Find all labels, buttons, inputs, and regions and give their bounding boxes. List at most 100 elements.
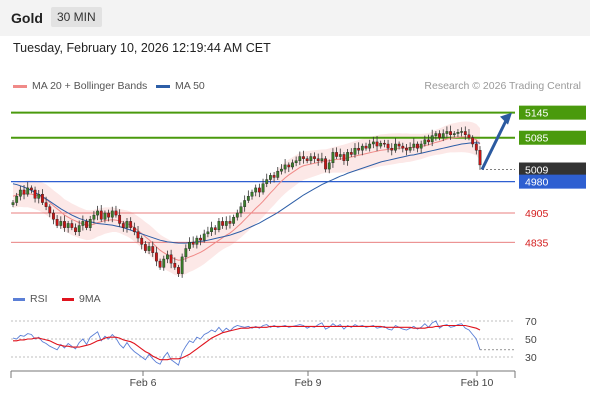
- candle: [441, 133, 445, 138]
- candle: [423, 139, 427, 145]
- candle: [320, 158, 324, 161]
- candle: [96, 210, 99, 216]
- candle: [298, 156, 302, 161]
- candle: [217, 221, 221, 230]
- credit-text: Research © 2026 Trading Central: [424, 80, 581, 92]
- candle: [397, 143, 401, 147]
- candle: [353, 147, 357, 155]
- candle: [52, 212, 55, 220]
- rsi-tick-70: 70: [525, 316, 537, 328]
- candle: [188, 242, 191, 249]
- candle: [305, 158, 309, 161]
- level-tag-5085: [519, 130, 586, 145]
- candle: [74, 227, 77, 233]
- candle: [283, 164, 287, 170]
- candle: [147, 246, 151, 251]
- level-label-5009: 5009: [525, 165, 549, 177]
- level-label-5085: 5085: [525, 133, 549, 145]
- candle: [375, 141, 379, 147]
- candle: [129, 221, 133, 228]
- candle: [364, 145, 368, 149]
- candle: [235, 212, 239, 218]
- candle: [430, 135, 434, 143]
- candle: [81, 221, 85, 226]
- candle: [99, 210, 103, 220]
- candle: [349, 152, 353, 155]
- legend-rsi: RSI: [13, 293, 48, 305]
- candle: [416, 143, 419, 149]
- candle: [33, 189, 37, 199]
- candle: [114, 210, 118, 216]
- legend-9ma: 9MA: [62, 293, 101, 305]
- ma50-swatch-icon: [156, 84, 170, 88]
- candle: [158, 260, 162, 268]
- level-label-4905: 4905: [525, 208, 549, 220]
- candle: [324, 158, 327, 170]
- candle: [77, 225, 81, 233]
- candle: [173, 262, 177, 268]
- candle: [257, 187, 261, 193]
- candle: [166, 254, 169, 260]
- candle: [309, 156, 313, 161]
- rsi-swatch-icon: [13, 297, 25, 301]
- candle: [250, 191, 254, 197]
- level-tag-5145: [519, 105, 586, 120]
- candle: [294, 160, 298, 164]
- candle: [41, 193, 44, 203]
- forecast-arrow-shaft: [480, 117, 509, 171]
- legend-rsi-label: RSI: [30, 293, 48, 305]
- candle: [221, 221, 224, 226]
- candle: [177, 267, 180, 274]
- candle: [224, 221, 228, 226]
- candle: [151, 246, 155, 253]
- candle: [37, 193, 41, 199]
- level-tag-4980: [519, 174, 586, 189]
- legend-ma20: MA 20 + Bollinger Bands: [13, 80, 147, 92]
- candle: [474, 143, 478, 151]
- candle: [467, 134, 471, 138]
- x-tick-label: Feb 6: [130, 377, 157, 389]
- candle: [85, 221, 88, 228]
- candle: [243, 200, 247, 207]
- candle: [121, 223, 125, 228]
- rsi-line: [12, 320, 481, 366]
- candle: [103, 212, 107, 220]
- rsi-tick-30: 30: [525, 352, 537, 364]
- candle: [338, 154, 342, 157]
- bollinger-band: [13, 121, 480, 276]
- candle: [456, 132, 460, 134]
- candle: [169, 254, 173, 264]
- candle: [327, 162, 331, 170]
- candle: [386, 143, 390, 149]
- candle: [331, 152, 335, 164]
- candle: [11, 202, 15, 205]
- candle: [390, 147, 394, 151]
- candle: [342, 154, 346, 161]
- candle: [280, 168, 283, 172]
- candle: [228, 221, 232, 224]
- candle: [471, 137, 475, 145]
- candle: [155, 252, 158, 262]
- candle: [368, 143, 372, 149]
- candle: [48, 206, 52, 214]
- candle: [445, 131, 449, 134]
- candle: [44, 202, 48, 207]
- candle: [401, 145, 405, 149]
- candle: [88, 219, 92, 228]
- candle: [66, 223, 70, 228]
- candle: [357, 147, 361, 151]
- candle: [162, 258, 166, 268]
- candle: [382, 142, 386, 145]
- rsi-ma9-line: [13, 324, 481, 361]
- level-label-5145: 5145: [525, 108, 549, 120]
- candle: [272, 175, 276, 178]
- timeframe-button[interactable]: 30 MIN: [51, 7, 102, 27]
- candle: [232, 216, 236, 224]
- legend-ma20-label: MA 20 + Bollinger Bands: [32, 80, 148, 92]
- candle: [316, 158, 320, 161]
- candle: [478, 150, 482, 166]
- candle: [269, 175, 272, 180]
- candle: [412, 143, 416, 148]
- candle: [287, 164, 291, 168]
